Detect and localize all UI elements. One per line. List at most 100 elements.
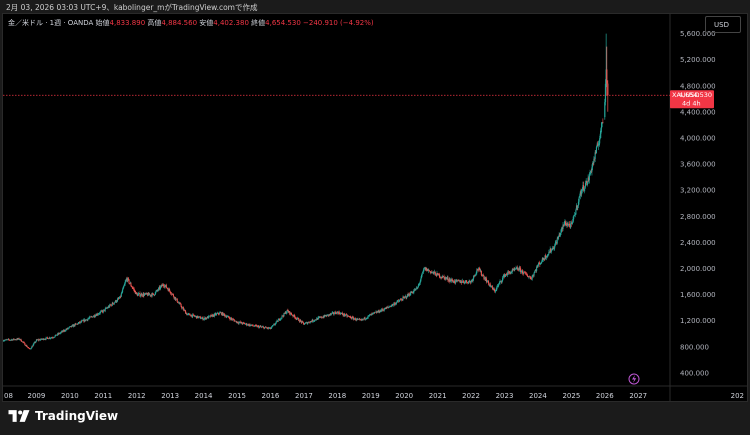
candle-body [402, 297, 404, 301]
candle-body [66, 329, 68, 330]
candle-body [464, 282, 466, 284]
candle-body [565, 225, 567, 226]
candle-body [42, 338, 45, 340]
candle-body [431, 272, 434, 273]
candle-body [523, 271, 525, 274]
candle-body [574, 214, 576, 216]
candle-body [25, 345, 27, 346]
x-tick-label: 2015 [228, 392, 246, 400]
candle-body [293, 314, 295, 317]
candle-body [244, 324, 246, 325]
currency-button[interactable]: USD [705, 16, 741, 33]
candle-body [289, 311, 291, 315]
candle-body [116, 301, 118, 303]
candle-body [533, 272, 535, 276]
candle-body [560, 229, 562, 233]
candle-body [529, 276, 531, 278]
candle-body [127, 278, 129, 281]
candle-body [469, 281, 471, 283]
candle-body [379, 310, 381, 313]
candle-body [413, 290, 415, 293]
candle-body [202, 317, 204, 320]
candle-body [326, 314, 328, 317]
candle-body [350, 318, 353, 319]
candle-body [478, 268, 480, 270]
candle-body [599, 138, 601, 144]
candle-body [284, 312, 286, 314]
candle-body [105, 307, 107, 309]
candle-body [499, 281, 501, 283]
candle-body [257, 326, 259, 327]
candle-body [360, 319, 362, 321]
candle-body [109, 304, 111, 308]
symbol-description[interactable]: 金／米ドル · 1週 · OANDA [8, 19, 94, 27]
candle-body [577, 201, 579, 206]
candle-body [286, 309, 288, 313]
candle-body [367, 317, 369, 319]
candle-body [143, 294, 145, 296]
candle-body [39, 339, 41, 341]
candle-body [302, 321, 304, 324]
candle-body [6, 339, 8, 341]
candle-body [179, 303, 181, 304]
candle-body [568, 223, 570, 225]
candle-body [230, 317, 232, 320]
candle-body [282, 315, 284, 317]
candle-body [89, 316, 91, 318]
candle-body [407, 294, 409, 296]
candle-body [84, 319, 86, 322]
chart-panel[interactable]: 400.000 800.000 1,200.000 1,600.000 2,000.00… [2, 13, 748, 402]
candle-body [572, 216, 574, 222]
candle-body [267, 327, 270, 329]
candle-body [329, 313, 331, 315]
candle-body [291, 314, 293, 315]
candle-body [374, 312, 376, 313]
candle-body [585, 180, 587, 183]
candle-body [258, 326, 260, 328]
candle-body [154, 294, 156, 296]
candle-body [421, 273, 423, 275]
candle-body [123, 284, 126, 286]
tradingview-brand[interactable]: TradingView [8, 409, 118, 423]
close-label: 終値 [251, 19, 266, 27]
candle-body [84, 319, 86, 321]
candle-body [209, 315, 211, 317]
candle-body [590, 170, 592, 174]
candle-body [426, 268, 428, 272]
candle-body [231, 319, 234, 320]
candle-body [362, 318, 364, 320]
candle-body [595, 147, 597, 154]
candle-body [97, 314, 99, 315]
candle-body [162, 284, 164, 286]
candle-body [427, 269, 429, 271]
price-chart[interactable]: 400.000 800.000 1,200.000 1,600.000 2,000.00… [3, 14, 747, 401]
candle-body [552, 247, 554, 249]
candle-body [87, 318, 89, 321]
candle-body [482, 274, 484, 276]
lightning-icon-bolt [632, 375, 637, 383]
candle-body [127, 278, 129, 280]
candle-body [55, 334, 57, 336]
candle-body [32, 344, 34, 347]
candle-body [161, 285, 163, 287]
candle-body [149, 294, 151, 296]
price-tag-price: 4,654.530 [679, 91, 712, 99]
candle-body [436, 273, 438, 277]
candle-body [35, 341, 37, 343]
candle-body [107, 307, 109, 309]
candle-body [93, 315, 95, 317]
candle-body [26, 345, 28, 347]
lightning-event-icon[interactable] [628, 373, 640, 385]
candle-body [330, 313, 333, 315]
candle-body [548, 252, 550, 255]
candle-body [210, 315, 212, 317]
candle-body [534, 271, 536, 273]
candle-body [44, 339, 46, 340]
x-tick-label: 2021 [429, 392, 447, 400]
candle-body [297, 317, 299, 319]
candle-body [406, 294, 408, 298]
candle-body [3, 340, 4, 342]
candle-body [466, 280, 468, 283]
candle-body [24, 345, 27, 346]
candle-body [593, 158, 596, 160]
